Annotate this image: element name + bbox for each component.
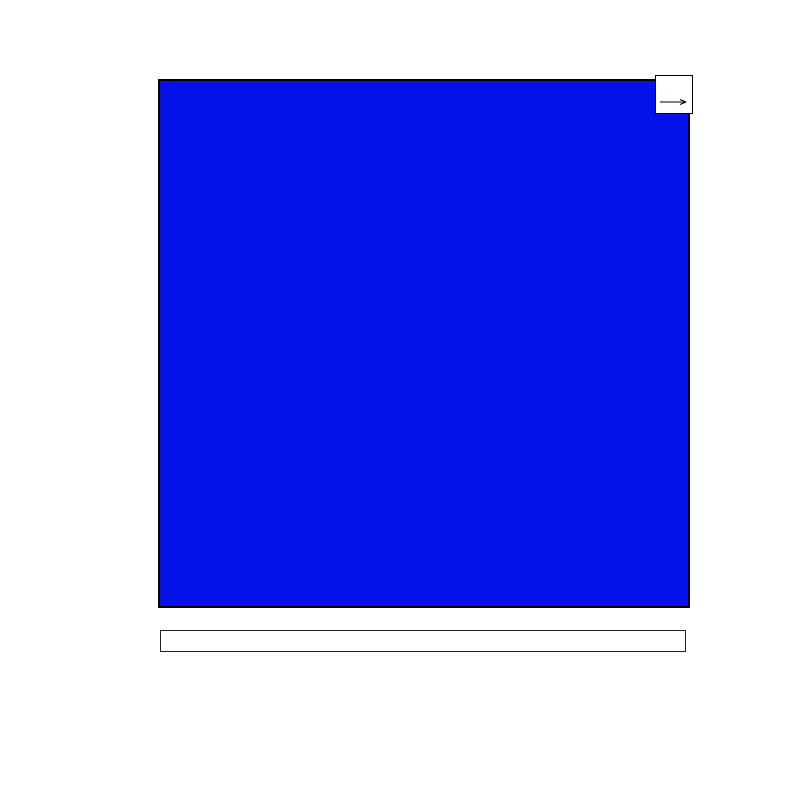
- map-panel: [158, 79, 690, 608]
- reference-wind-arrow-icon: [660, 99, 687, 105]
- colorbar: [160, 630, 686, 652]
- map-overlay: [160, 81, 688, 606]
- wind-vector-legend: [655, 75, 693, 114]
- soil-moisture-raster: [160, 81, 688, 606]
